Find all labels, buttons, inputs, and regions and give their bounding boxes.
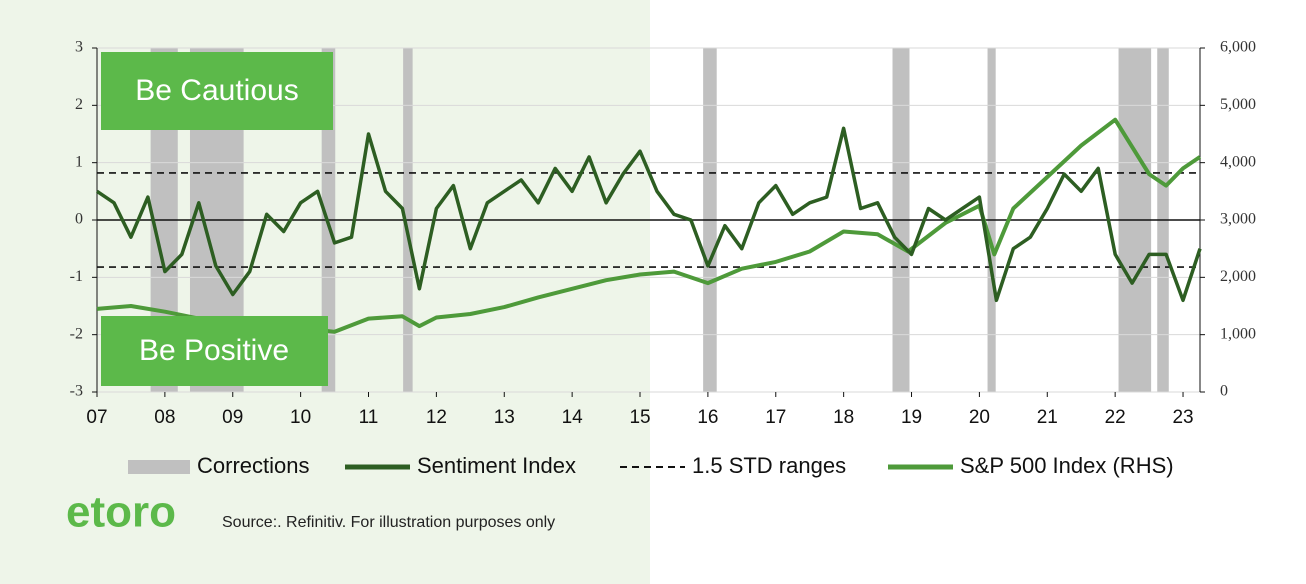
y-tick-label: -3 [70, 383, 83, 400]
legend-swatch [128, 460, 190, 474]
x-tick-label: 22 [1105, 407, 1126, 428]
x-tick-label: 08 [154, 407, 175, 428]
x-tick-label: 17 [765, 407, 786, 428]
y2-tick-label: 6,000 [1220, 39, 1256, 56]
x-tick-label: 23 [1172, 407, 1193, 428]
y-tick-label: -1 [70, 268, 83, 285]
x-tick-label: 16 [697, 407, 718, 428]
x-tick-label: 13 [494, 407, 515, 428]
series-line [96, 126, 1202, 303]
y2-tick-label: 1,000 [1220, 325, 1256, 342]
y2-tick-label: 3,000 [1220, 211, 1256, 228]
source: Source:. Refinitiv. For illustration pur… [222, 514, 555, 531]
y2-tick-label: 4,000 [1220, 153, 1256, 170]
y-tick-label: 1 [75, 153, 83, 170]
x-tick-label: 09 [222, 407, 243, 428]
legend-label: Corrections [197, 453, 309, 478]
x-tick-label: 19 [901, 407, 922, 428]
x-tick-label: 15 [629, 407, 650, 428]
y2-tick-label: 0 [1220, 383, 1228, 400]
legend-label: 1.5 STD ranges [692, 453, 846, 478]
legend-label: S&P 500 Index (RHS) [960, 453, 1174, 478]
legend-label: Sentiment Index [417, 453, 576, 478]
annotation: Be Cautious [135, 74, 298, 107]
y2-tick-label: 5,000 [1220, 96, 1256, 113]
x-tick-label: 12 [426, 407, 447, 428]
x-tick-label: 18 [833, 407, 854, 428]
y2-tick-label: 2,000 [1220, 268, 1256, 285]
x-tick-label: 21 [1037, 407, 1058, 428]
x-tick-label: 20 [969, 407, 990, 428]
y-tick-label: 0 [75, 211, 83, 228]
logo: etoro [66, 488, 176, 537]
x-tick-label: 10 [290, 407, 311, 428]
y-tick-label: 2 [75, 96, 83, 113]
annotation: Be Positive [139, 334, 289, 367]
annotation-box [101, 316, 328, 386]
x-tick-label: 11 [359, 407, 379, 428]
y-tick-label: 3 [75, 39, 83, 56]
y-tick-label: -2 [70, 325, 83, 342]
x-tick-label: 07 [86, 407, 107, 428]
annotation-box [101, 52, 333, 130]
x-tick-label: 14 [562, 407, 584, 428]
